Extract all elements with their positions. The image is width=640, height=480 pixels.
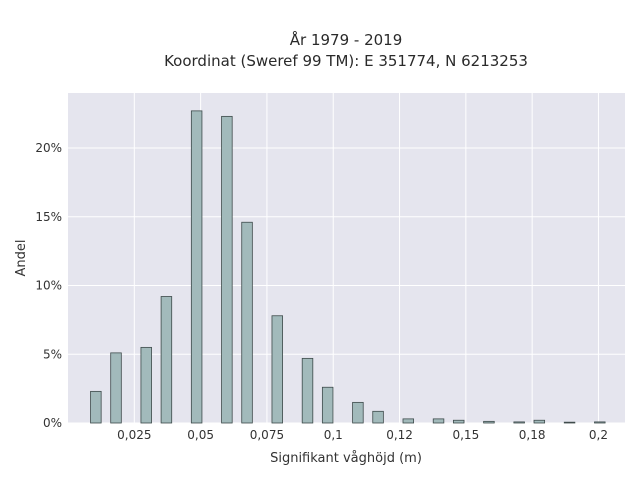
y-tick-label-0: 0% — [43, 416, 62, 430]
x-tick-label-7: 0,2 — [589, 428, 608, 442]
y-tick-label-2: 10% — [35, 279, 62, 293]
histogram-bar-1 — [110, 352, 122, 424]
histogram-bar-14 — [452, 419, 465, 424]
histogram-bar-11 — [372, 410, 384, 424]
x-tick-label-3: 0,1 — [324, 428, 343, 442]
histogram-bar-10 — [352, 401, 364, 424]
y-tick-labels: 0% 5% 10% 15% 20% — [35, 141, 62, 430]
histogram-bar-7 — [271, 315, 283, 424]
x-tick-label-4: 0,12 — [386, 428, 413, 442]
chart-title-line-2: Koordinat (Sweref 99 TM): E 351774, N 62… — [164, 52, 528, 70]
x-tick-label-0: 0,025 — [117, 428, 151, 442]
histogram-bar-4 — [190, 110, 203, 424]
histogram-bar-19 — [594, 421, 606, 424]
y-axis-title: Andel — [14, 240, 29, 277]
chart-title-line-1: År 1979 - 2019 — [290, 30, 403, 49]
histogram-bar-6 — [241, 221, 253, 424]
histogram-bar-8 — [301, 357, 314, 424]
histogram-bar-12 — [402, 418, 415, 424]
y-tick-label-4: 20% — [35, 141, 62, 155]
bars — [90, 110, 606, 424]
y-tick-label-1: 5% — [43, 347, 62, 361]
x-tick-label-2: 0,075 — [250, 428, 284, 442]
histogram-bar-2 — [140, 346, 152, 424]
histogram-bar-18 — [563, 421, 576, 424]
x-tick-labels: 0,025 0,05 0,075 0,1 0,12 0,15 0,18 0,2 — [117, 428, 608, 442]
histogram-bar-3 — [160, 296, 173, 424]
histogram-bar-17 — [533, 419, 546, 424]
x-axis-title: Signifikant våghöjd (m) — [270, 451, 422, 466]
x-tick-label-5: 0,15 — [452, 428, 479, 442]
y-tick-label-3: 15% — [35, 210, 62, 224]
histogram-bar-0 — [90, 390, 102, 424]
x-tick-label-6: 0,18 — [519, 428, 546, 442]
histogram-bar-9 — [321, 386, 334, 424]
histogram-bar-15 — [483, 420, 495, 424]
histogram-bar-5 — [221, 115, 233, 424]
histogram-bar-13 — [432, 418, 445, 424]
histogram-bar-16 — [513, 421, 525, 424]
x-tick-label-1: 0,05 — [187, 428, 214, 442]
